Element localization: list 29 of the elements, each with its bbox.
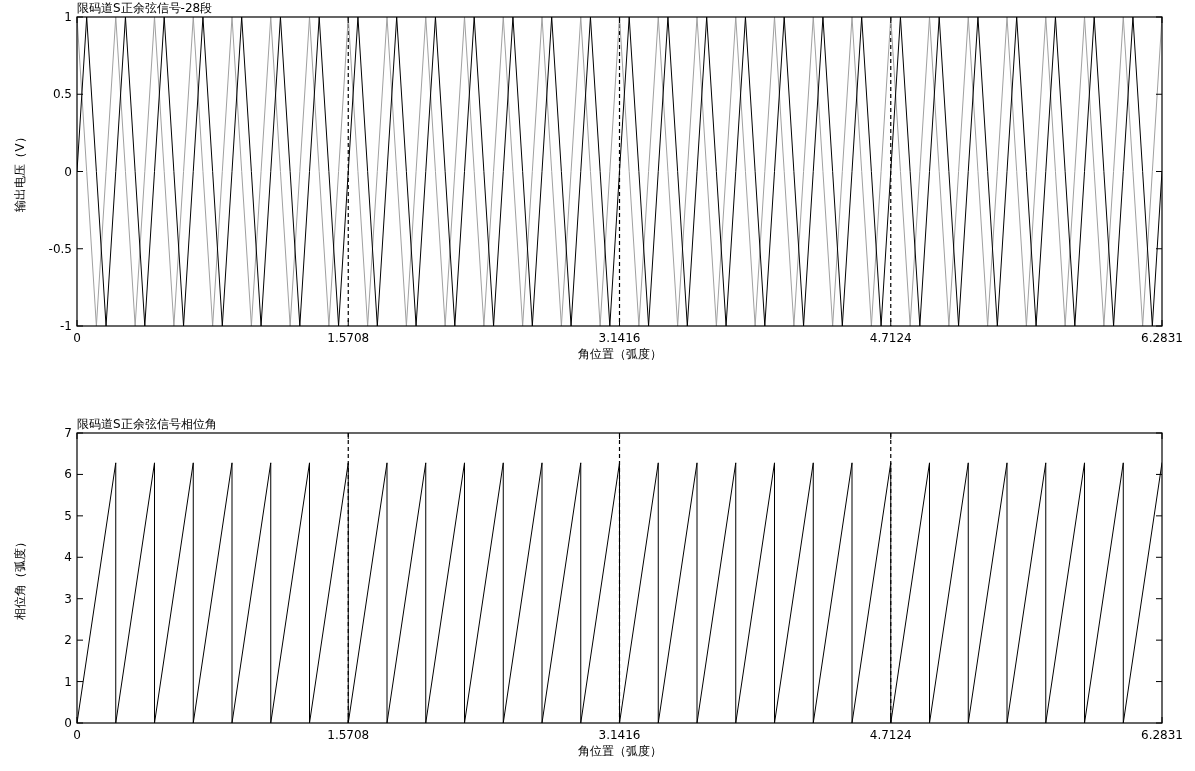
y-tick-label: 1 <box>64 674 72 689</box>
y-tick-label: 5 <box>64 508 72 523</box>
y-axis-title: 输出电压（V） <box>13 131 27 212</box>
y-tick-label: 2 <box>64 633 72 648</box>
y-tick-label: 7 <box>64 426 72 440</box>
x-tick-label: 4.7124 <box>869 728 912 742</box>
x-tick-label: 3.1416 <box>598 728 641 742</box>
y-tick-label: 1 <box>64 10 72 24</box>
y-tick-label: -1 <box>60 319 72 333</box>
y-tick-label: 0 <box>64 164 72 179</box>
x-tick-label: 0 <box>73 331 81 345</box>
y-tick-label: 6 <box>64 467 72 482</box>
x-tick-label: 6.2831 <box>1141 331 1183 345</box>
x-tick-label: 0 <box>73 728 81 742</box>
x-tick-label: 1.5708 <box>327 331 370 345</box>
y-tick-label: 0.5 <box>52 87 72 102</box>
x-tick-label: 3.1416 <box>598 331 641 345</box>
y-tick-label: 0 <box>64 716 72 730</box>
y-tick-label: -0.5 <box>48 241 72 256</box>
y-tick-label: 3 <box>64 591 72 606</box>
y-tick-label: 4 <box>64 550 72 565</box>
x-tick-label: 1.5708 <box>327 728 370 742</box>
x-tick-label: 6.2831 <box>1141 728 1183 742</box>
chart-title: 限码道S正余弦信号相位角 <box>77 417 217 431</box>
x-axis-title: 角位置（弧度） <box>577 744 662 758</box>
x-tick-label: 4.7124 <box>869 331 912 345</box>
chart-title: 限码道S正余弦信号-28段 <box>77 1 213 15</box>
x-axis-title: 角位置（弧度） <box>577 347 662 361</box>
y-axis-title: 相位角（弧度） <box>13 536 27 620</box>
